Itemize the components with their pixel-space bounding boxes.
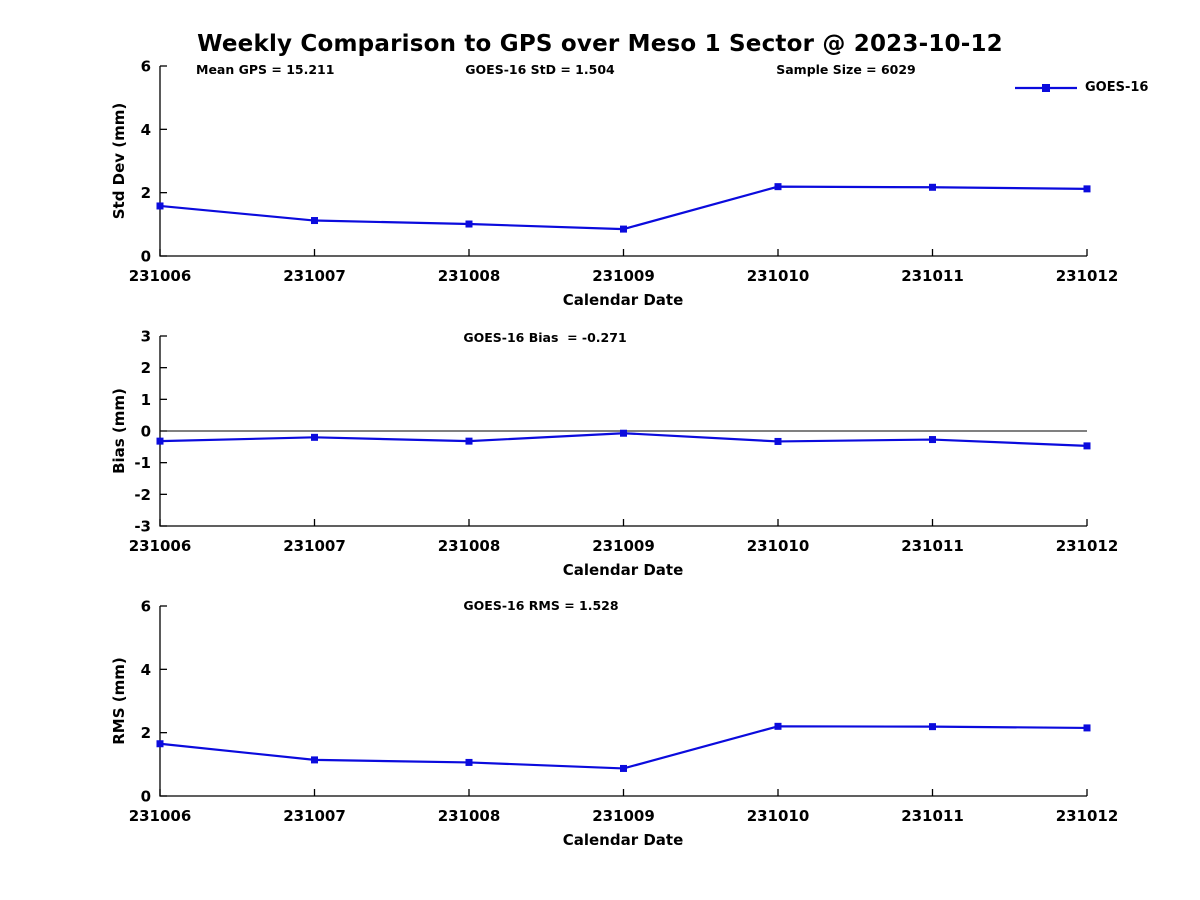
x-tick-label: 231012 xyxy=(1056,537,1119,555)
x-tick-label: 231009 xyxy=(592,267,655,285)
annotation-goes16-std: GOES-16 StD = 1.504 xyxy=(465,62,615,77)
series-marker xyxy=(620,429,627,437)
xlabel-calendar-date-2: Calendar Date xyxy=(562,561,684,579)
series-marker xyxy=(620,764,627,772)
y-tick-label: 6 xyxy=(141,58,151,76)
x-tick-label: 231008 xyxy=(438,267,501,285)
subplot-std-dev: 0 2 4 6 231006 231007 231008 231009 231010 231011… xyxy=(129,58,1119,286)
series-marker xyxy=(774,183,782,191)
series-marker xyxy=(929,723,936,731)
subplot-rms: 0 2 4 6 231006 231007 231008 231009 231010 231011… xyxy=(129,598,1119,826)
series-marker xyxy=(156,740,164,748)
series-marker xyxy=(620,225,627,233)
annotation-goes16-bias: GOES-16 Bias = -0.271 xyxy=(463,330,627,345)
legend-swatch xyxy=(1015,83,1077,92)
ylabel-std-dev: Std Dev (mm) xyxy=(110,102,128,220)
subplot-bias: -3 -2 -1 0 1 2 3 231006 231007 231008 231009 231010… xyxy=(129,328,1119,556)
x-tick-label: 231008 xyxy=(438,537,501,555)
x-tick-label: 231009 xyxy=(592,807,655,825)
x-tick-label: 231006 xyxy=(129,807,192,825)
x-tick-label: 231011 xyxy=(901,807,964,825)
y-tick-label: 2 xyxy=(141,184,151,202)
figure-title: Weekly Comparison to GPS over Meso 1 Sec… xyxy=(197,31,1003,57)
y-tick-label: -3 xyxy=(134,518,151,536)
series-marker xyxy=(929,436,936,444)
x-tick-label: 231007 xyxy=(283,807,346,825)
xlabel-calendar-date-3: Calendar Date xyxy=(562,831,684,849)
ylabel-bias: Bias (mm) xyxy=(110,388,128,474)
series-marker xyxy=(311,433,318,441)
y-tick-label: 2 xyxy=(141,724,151,742)
y-tick-label: 1 xyxy=(141,391,151,409)
series-line-goes-16 xyxy=(159,185,1088,231)
x-tick-label: 231006 xyxy=(129,537,192,555)
legend: GOES-16 xyxy=(1014,80,1148,95)
y-tick-label: -2 xyxy=(134,486,151,504)
y-tick-label: 2 xyxy=(141,359,151,377)
x-tick-label: 231012 xyxy=(1056,807,1119,825)
xlabel-calendar-date-1: Calendar Date xyxy=(562,291,684,309)
legend-square-marker-icon xyxy=(1042,83,1050,92)
x-tick-label: 231010 xyxy=(747,267,810,285)
annotation-goes16-rms: GOES-16 RMS = 1.528 xyxy=(463,598,619,613)
y-tick-label: 6 xyxy=(141,598,151,616)
series-marker xyxy=(1083,724,1091,732)
series-marker xyxy=(311,756,318,764)
series-marker xyxy=(156,437,164,445)
series-marker xyxy=(929,183,936,191)
annotation-sample-size: Sample Size = 6029 xyxy=(776,62,916,77)
series-marker xyxy=(1083,185,1091,193)
x-tick-label: 231012 xyxy=(1056,267,1119,285)
y-tick-label: 4 xyxy=(141,121,151,139)
x-tick-label: 231011 xyxy=(901,537,964,555)
x-tick-label: 231011 xyxy=(901,267,964,285)
ylabel-rms: RMS (mm) xyxy=(110,657,128,745)
series-marker xyxy=(774,722,782,730)
annotation-mean-gps: Mean GPS = 15.211 xyxy=(196,62,335,77)
y-tick-label: 0 xyxy=(141,248,151,266)
legend-label: GOES-16 xyxy=(1085,80,1149,95)
series-marker xyxy=(465,437,473,445)
x-tick-label: 231007 xyxy=(283,267,346,285)
x-tick-label: 231006 xyxy=(129,267,192,285)
y-tick-label: 3 xyxy=(141,328,151,346)
y-tick-label: 0 xyxy=(141,423,151,441)
series-marker xyxy=(774,437,782,445)
series-line-goes-16 xyxy=(159,725,1088,770)
y-tick-label: 4 xyxy=(141,661,151,679)
series-marker xyxy=(1083,442,1091,450)
series-marker xyxy=(465,220,473,228)
y-tick-label: -1 xyxy=(134,454,151,472)
x-tick-label: 231010 xyxy=(747,807,810,825)
x-tick-label: 231007 xyxy=(283,537,346,555)
series-marker xyxy=(156,202,164,210)
x-tick-label: 231010 xyxy=(747,537,810,555)
series-marker xyxy=(311,217,318,225)
y-tick-label: 0 xyxy=(141,788,151,806)
x-tick-label: 231009 xyxy=(592,537,655,555)
series-marker xyxy=(465,758,473,766)
x-tick-label: 231008 xyxy=(438,807,501,825)
